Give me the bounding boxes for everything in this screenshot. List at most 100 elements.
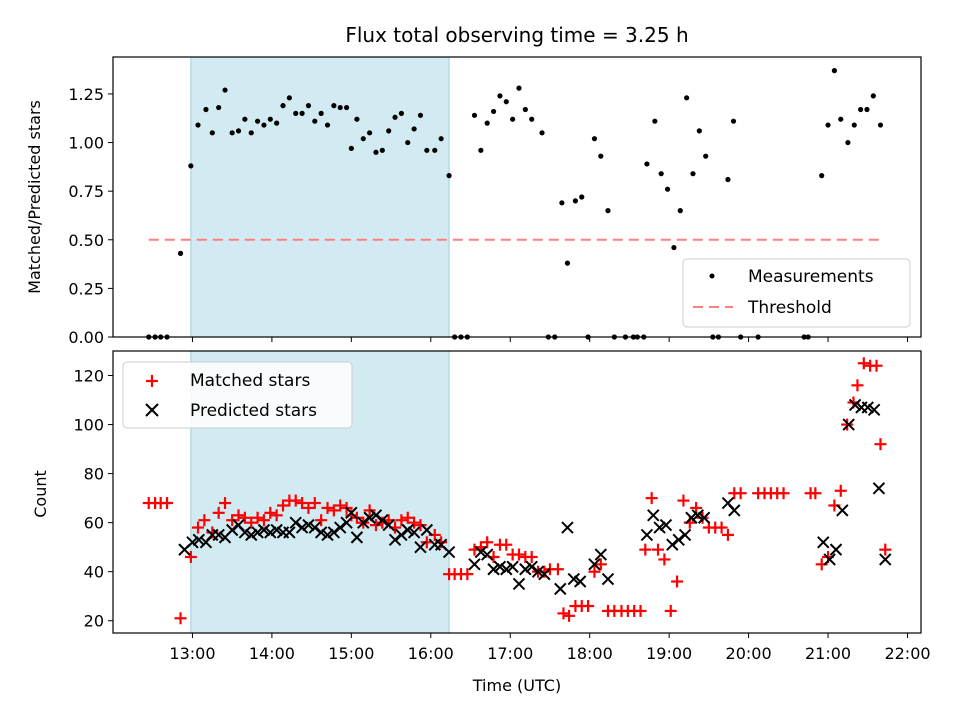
bottom-x-tick-label: 21:00 [805,644,851,663]
predicted-star-point [340,516,353,529]
measurement-point [671,244,677,251]
matched-star-point [408,516,421,529]
measurement-point [242,116,248,122]
matched-star-point [334,499,347,512]
measurement-point [664,186,671,192]
predicted-star-point [468,558,481,571]
top-observing-interval-shade [190,56,450,338]
predicted-star-point [388,533,402,547]
predicted-star-point [879,553,892,566]
matched-star-point [857,357,870,370]
matched-star-point [834,484,847,497]
matched-star-point [192,521,205,534]
top-y-tick-label: 0.50 [68,231,104,250]
matched-star-point [461,568,474,581]
predicted-star-point [308,521,322,534]
predicted-star-point [867,403,881,417]
matched-star-point [696,511,709,524]
matched-star-point [481,536,494,549]
bottom-x-axis-ticks: 13:00 14:00 15:00 16:00 17:00 18:00 19:00 20:00… [169,633,931,663]
predicted-star-point [861,401,874,414]
predicted-star-point [659,518,673,532]
measurement-point [318,110,324,116]
measurement-point [312,118,318,124]
bottom-legend-box [122,361,353,429]
measurement-point [331,103,337,109]
matched-star-point [296,497,309,510]
predicted-star-point [334,521,347,534]
measurement-point [572,198,578,204]
predicted-star-point [588,558,601,571]
measurement-point [248,130,254,136]
matched-star-point [677,494,690,507]
top-legend: Measurements Threshold [682,258,911,328]
measurement-point [539,130,545,136]
predicted-star-point [186,536,199,549]
predicted-star-point [345,506,358,520]
predicted-star-point [474,545,488,559]
predicted-star-point [594,548,608,561]
predicted-star-point [382,518,395,532]
matched-star-point [721,528,734,541]
bottom-y-axis-ticks: 20 40 60 80 100 120 [73,367,113,631]
predicted-star-point [685,511,698,524]
measurement-point [195,122,201,128]
measurement-point [478,147,484,153]
measurement-point [529,116,535,122]
measurement-point [360,136,366,142]
measurement-point [299,110,305,116]
matched-star-point [369,519,382,532]
bottom-x-tick-label: 19:00 [646,644,692,663]
measurement-point [222,87,228,93]
measurement-point [503,99,509,105]
top-y-tick-label: 1.25 [68,85,104,104]
measurement-point [177,250,184,256]
legend-measurements-label: Measurements [748,267,874,287]
matched-star-point [238,511,251,524]
top-y-tick-label: 0.75 [68,182,104,201]
predicted-star-point [647,509,660,522]
measurement-point [522,106,528,113]
top-y-tick-label: 1.00 [68,134,104,153]
measurement-point [877,122,884,128]
bottom-y-tick-label: 40 [84,563,104,582]
predicted-star-point [327,526,341,539]
bottom-x-tick-label: 14:00 [249,644,295,663]
predicted-star-point [493,560,507,573]
measurement-point [293,110,299,116]
predicted-star-point [238,526,252,539]
predicted-star-point [487,563,500,576]
matched-stars-points [142,357,892,625]
legend-matched-label: Matched stars [190,371,310,391]
legend-threshold-label: Threshold [747,298,832,318]
measurement-point [392,114,398,120]
measurement-point [280,103,286,109]
measurement-point [367,130,373,136]
measurement-point [864,106,870,113]
predicted-star-point [420,523,434,537]
legend-measurements-marker [709,273,715,279]
matched-star-point [327,504,340,517]
measurement-point [652,118,658,124]
predicted-star-point [848,398,862,412]
measurement-point [579,194,585,200]
matched-star-point [715,521,728,534]
measurement-point [209,130,215,136]
measurement-point [386,128,392,134]
predicted-star-point [270,523,283,537]
predicted-star-point [506,560,519,573]
legend-predicted-marker [145,403,159,417]
matched-star-point [594,558,607,571]
measurement-point [373,149,379,155]
matched-star-point [257,514,270,527]
predicted-star-point [640,528,654,542]
measurement-point [274,120,280,126]
predicted-star-point [192,533,206,547]
bottom-y-tick-label: 80 [84,465,104,484]
matched-star-point [870,359,883,372]
measurement-point [658,171,664,177]
measurement-point [405,139,411,146]
measurement-point [510,116,516,122]
measurement-point [484,120,490,126]
bottom-x-tick-label: 15:00 [328,644,374,663]
